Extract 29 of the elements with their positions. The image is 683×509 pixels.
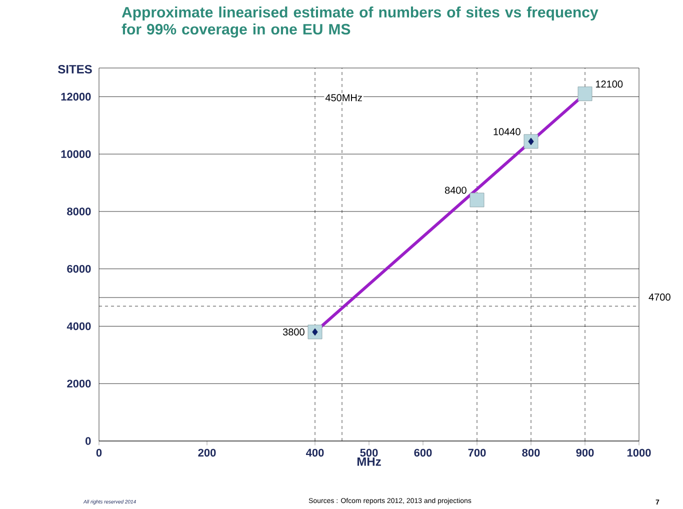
y-tick-label: 4000: [66, 322, 91, 330]
ref-line-label: 4700: [648, 294, 670, 301]
y-tick-label: 2000: [67, 380, 91, 388]
y-tick-label: 10000: [61, 150, 91, 158]
point: [578, 86, 592, 102]
y-axis-title: SITES: [58, 64, 92, 74]
x-tick-label: 600: [414, 448, 432, 457]
x-tick-label: 700: [468, 448, 486, 457]
y-tick-label: 8000: [67, 208, 91, 216]
x-tick-label: 500: [360, 448, 378, 457]
ref-line-label: 450MHz: [325, 94, 362, 102]
x-tick-label: 400: [306, 448, 324, 457]
y-tick-label: 12000: [61, 92, 91, 101]
x-tick-label: 0: [96, 448, 102, 457]
data-label: 3800: [282, 328, 304, 336]
x-axis-title: MHz: [357, 457, 381, 466]
chart-title: Approximate linearised estimate of numbers of sites vs frequency for 99% coverage in one EU MS: [122, 6, 598, 38]
x-tick-label: 800: [522, 448, 540, 457]
data-label: 8400: [444, 186, 466, 194]
data-label: 12100: [596, 80, 623, 88]
x-tick-label: 1000: [627, 448, 651, 457]
point: [470, 192, 484, 208]
y-tick-label: 0: [86, 437, 91, 445]
x-tick-label: 200: [198, 448, 216, 457]
point: [528, 138, 534, 146]
y-tick-label: 6000: [67, 264, 91, 273]
x-tick-label: 900: [576, 448, 594, 457]
point: [312, 328, 318, 336]
data-label: 10440: [494, 128, 520, 136]
